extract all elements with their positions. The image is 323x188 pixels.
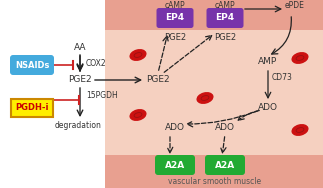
Text: ADO: ADO xyxy=(258,104,278,112)
Text: COX2: COX2 xyxy=(86,58,107,67)
Text: degradation: degradation xyxy=(55,121,101,130)
Text: PGE2: PGE2 xyxy=(164,33,186,42)
Text: CD73: CD73 xyxy=(272,74,293,83)
FancyBboxPatch shape xyxy=(157,8,193,28)
FancyBboxPatch shape xyxy=(205,155,245,175)
FancyBboxPatch shape xyxy=(206,8,244,28)
FancyBboxPatch shape xyxy=(10,55,54,75)
Ellipse shape xyxy=(292,53,308,63)
Text: NSAIDs: NSAIDs xyxy=(15,61,49,70)
Text: AA: AA xyxy=(74,43,86,52)
Text: PGE2: PGE2 xyxy=(68,76,92,84)
Bar xyxy=(105,155,323,188)
FancyBboxPatch shape xyxy=(11,99,53,117)
Text: ePDE: ePDE xyxy=(285,2,305,11)
Text: cAMP: cAMP xyxy=(215,2,235,11)
Text: ADO: ADO xyxy=(215,124,235,133)
Ellipse shape xyxy=(292,125,308,135)
Text: ADO: ADO xyxy=(165,124,185,133)
Text: PGE2: PGE2 xyxy=(146,76,170,84)
Ellipse shape xyxy=(130,110,146,120)
Text: A2A: A2A xyxy=(215,161,235,170)
Ellipse shape xyxy=(197,93,213,103)
Text: AMP: AMP xyxy=(258,58,278,67)
Bar xyxy=(105,0,323,188)
FancyBboxPatch shape xyxy=(155,155,195,175)
Text: vascular smooth muscle: vascular smooth muscle xyxy=(168,177,262,186)
Text: 15PGDH: 15PGDH xyxy=(86,92,118,101)
Text: cAMP: cAMP xyxy=(165,2,185,11)
Text: EP4: EP4 xyxy=(215,14,234,23)
Bar xyxy=(105,0,323,30)
Ellipse shape xyxy=(130,50,146,60)
Text: EP4: EP4 xyxy=(165,14,184,23)
Text: PGE2: PGE2 xyxy=(214,33,236,42)
Text: PGDH-i: PGDH-i xyxy=(15,104,49,112)
Text: A2A: A2A xyxy=(165,161,185,170)
